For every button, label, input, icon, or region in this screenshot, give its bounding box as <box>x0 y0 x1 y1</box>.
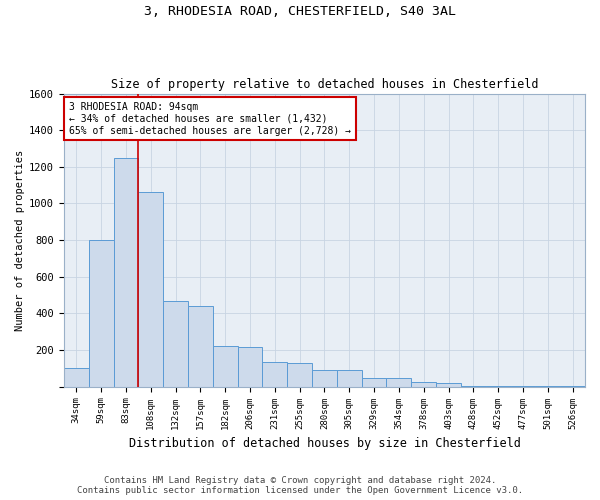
Bar <box>411 382 436 386</box>
Bar <box>386 378 411 386</box>
Bar <box>362 378 386 386</box>
Text: 3, RHODESIA ROAD, CHESTERFIELD, S40 3AL: 3, RHODESIA ROAD, CHESTERFIELD, S40 3AL <box>144 5 456 18</box>
Bar <box>64 368 89 386</box>
Bar <box>188 306 213 386</box>
Text: Contains HM Land Registry data © Crown copyright and database right 2024.
Contai: Contains HM Land Registry data © Crown c… <box>77 476 523 495</box>
Bar <box>312 370 337 386</box>
Y-axis label: Number of detached properties: Number of detached properties <box>15 150 25 331</box>
Bar <box>238 348 262 387</box>
Bar <box>262 362 287 386</box>
Bar <box>436 382 461 386</box>
Bar <box>287 363 312 386</box>
Title: Size of property relative to detached houses in Chesterfield: Size of property relative to detached ho… <box>110 78 538 91</box>
Text: 3 RHODESIA ROAD: 94sqm
← 34% of detached houses are smaller (1,432)
65% of semi-: 3 RHODESIA ROAD: 94sqm ← 34% of detached… <box>69 102 351 136</box>
Bar <box>139 192 163 386</box>
X-axis label: Distribution of detached houses by size in Chesterfield: Distribution of detached houses by size … <box>128 437 520 450</box>
Bar <box>113 158 139 386</box>
Bar <box>89 240 113 386</box>
Bar <box>163 300 188 386</box>
Bar <box>213 346 238 387</box>
Bar <box>337 370 362 386</box>
